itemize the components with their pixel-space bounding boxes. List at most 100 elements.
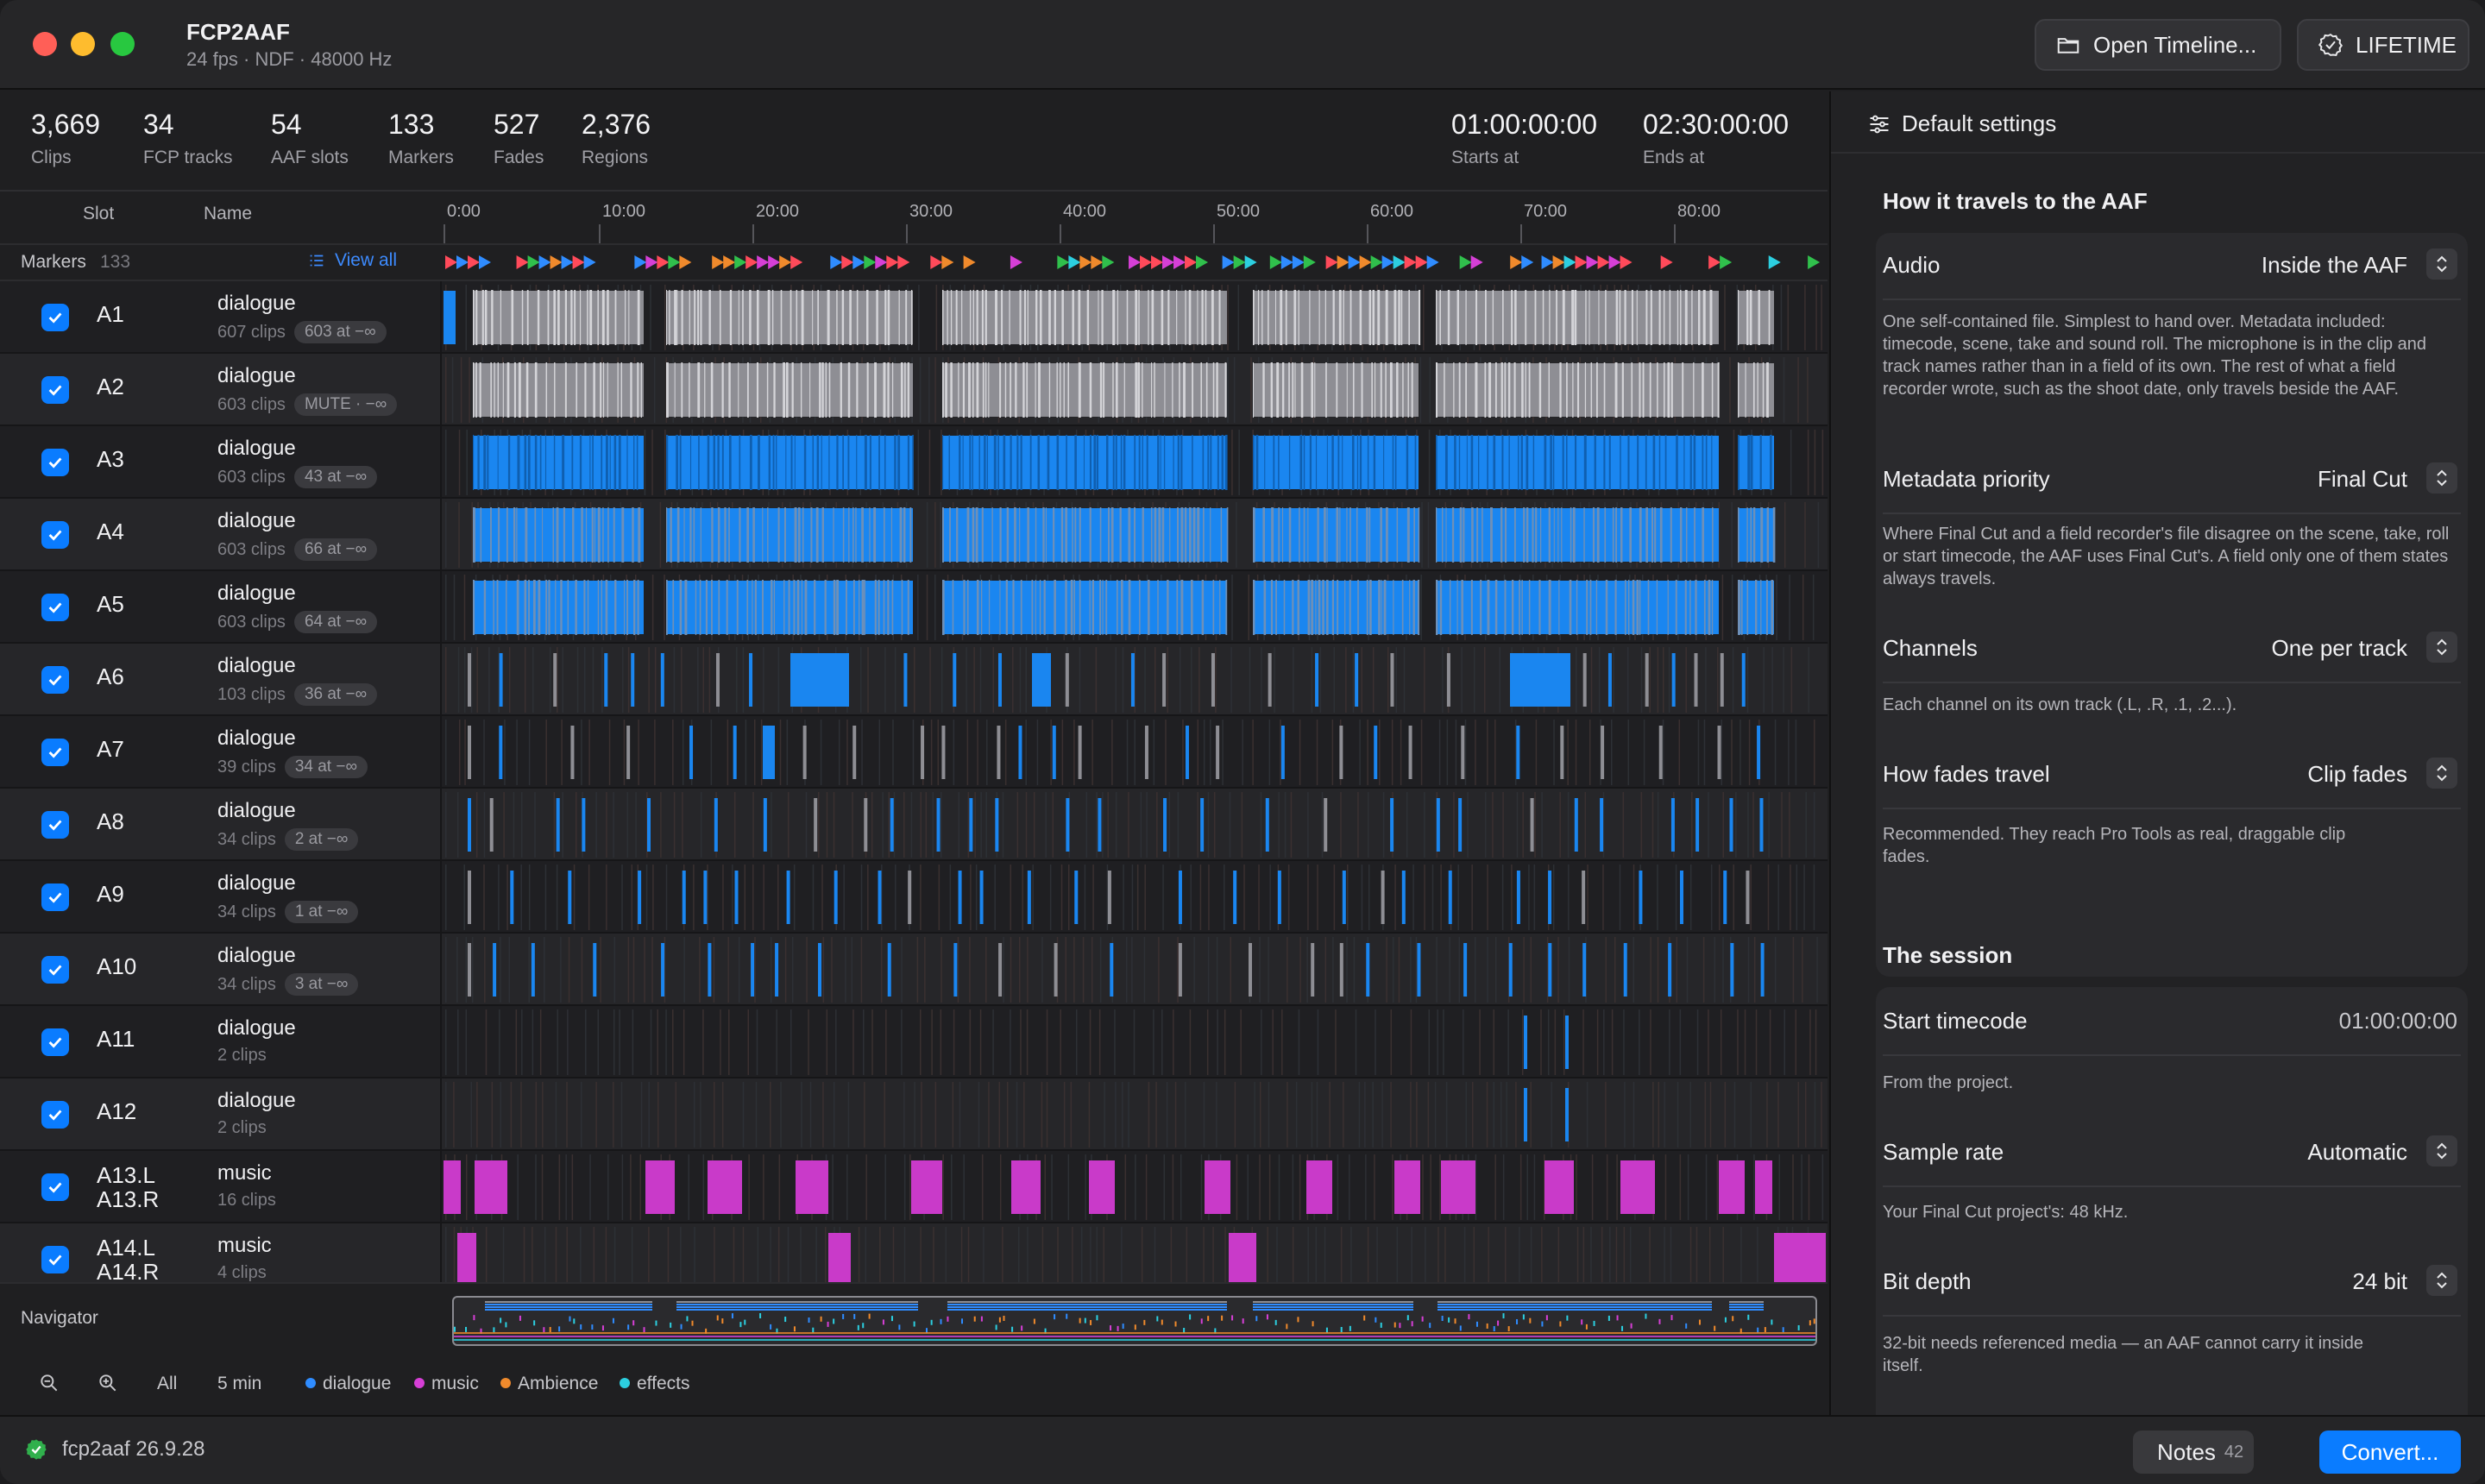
track-lane[interactable] xyxy=(442,644,1828,716)
timeline-marker[interactable] xyxy=(1608,255,1621,269)
audio-clip[interactable] xyxy=(666,508,913,562)
audio-clip[interactable] xyxy=(733,726,737,779)
audio-clip[interactable] xyxy=(1027,871,1031,924)
timeline-marker[interactable] xyxy=(1222,255,1235,269)
audio-clip[interactable] xyxy=(887,943,891,997)
track-enabled-checkbox[interactable] xyxy=(41,304,69,331)
audio-clip[interactable] xyxy=(1205,1160,1230,1214)
audio-clip[interactable] xyxy=(626,726,631,779)
audio-clip[interactable] xyxy=(1178,943,1182,997)
audio-clip[interactable] xyxy=(1163,798,1167,852)
audio-clip[interactable] xyxy=(1185,726,1189,779)
audio-clip[interactable] xyxy=(1074,871,1079,924)
timeline-marker[interactable] xyxy=(1010,255,1022,269)
audio-clip[interactable] xyxy=(1394,1160,1420,1214)
metadata-priority-popup-button[interactable] xyxy=(2426,462,2457,494)
bit-depth-value[interactable]: 24 bit xyxy=(2352,1268,2407,1294)
audio-clip[interactable] xyxy=(969,798,973,852)
audio-clip[interactable] xyxy=(1324,798,1328,852)
timeline-marker[interactable] xyxy=(757,255,770,269)
audio-clip[interactable] xyxy=(1695,798,1700,852)
timeline-marker[interactable] xyxy=(1575,255,1588,269)
audio-clip[interactable] xyxy=(1560,726,1564,779)
audio-clip[interactable] xyxy=(997,653,1002,707)
audio-clip[interactable] xyxy=(802,726,807,779)
track-row[interactable]: A5 dialogue 603 clips 64 at −∞ xyxy=(0,571,1828,644)
audio-clip[interactable] xyxy=(1110,943,1114,997)
timeline-marker[interactable] xyxy=(1393,255,1406,269)
audio-clip[interactable] xyxy=(1582,653,1587,707)
track-lane[interactable] xyxy=(442,1006,1828,1078)
track-row[interactable]: A14.L A14.R music 4 clips xyxy=(0,1223,1828,1282)
timeline-marker[interactable] xyxy=(1381,255,1394,269)
audio-clip[interactable] xyxy=(582,798,586,852)
audio-clip[interactable] xyxy=(1216,726,1220,779)
timeline-marker[interactable] xyxy=(1140,255,1153,269)
audio-clip[interactable] xyxy=(1746,871,1750,924)
track-lane[interactable] xyxy=(442,861,1828,934)
timeline-marker[interactable] xyxy=(779,255,792,269)
sample-rate-value[interactable]: Automatic xyxy=(2307,1139,2407,1165)
track-enabled-checkbox[interactable] xyxy=(41,739,69,766)
track-enabled-checkbox[interactable] xyxy=(41,883,69,911)
audio-clip[interactable] xyxy=(1446,653,1450,707)
track-row[interactable]: A6 dialogue 103 clips 36 at −∞ xyxy=(0,644,1828,716)
audio-clip[interactable] xyxy=(1508,943,1513,997)
audio-clip[interactable] xyxy=(763,726,775,779)
audio-clip[interactable] xyxy=(444,1160,461,1214)
audio-clip[interactable] xyxy=(1524,1016,1527,1069)
audio-clip[interactable] xyxy=(714,798,718,852)
audio-clip[interactable] xyxy=(468,943,471,997)
zoom-5-min-button[interactable]: 5 min xyxy=(217,1374,262,1393)
audio-clip[interactable] xyxy=(796,1160,828,1214)
audio-clip[interactable] xyxy=(1277,871,1281,924)
audio-clip[interactable] xyxy=(936,798,941,852)
timeline-marker[interactable] xyxy=(1102,255,1115,269)
audio-clip[interactable] xyxy=(1408,726,1412,779)
convert-button[interactable]: Convert... xyxy=(2319,1431,2461,1474)
audio-clip[interactable] xyxy=(1738,436,1774,489)
audio-clip[interactable] xyxy=(1011,1160,1041,1214)
timeline-marker[interactable] xyxy=(1269,255,1282,269)
audio-clip[interactable] xyxy=(852,726,857,779)
timeline-marker[interactable] xyxy=(1415,255,1428,269)
audio-clip[interactable] xyxy=(444,291,456,344)
audio-clip[interactable] xyxy=(1211,653,1215,707)
fades-popup-button[interactable] xyxy=(2426,758,2457,789)
audio-clip[interactable] xyxy=(911,1160,942,1214)
audio-clip[interactable] xyxy=(1417,943,1421,997)
track-row[interactable]: A8 dialogue 34 clips 2 at −∞ xyxy=(0,789,1828,861)
audio-clip[interactable] xyxy=(942,581,1227,634)
audio-clip[interactable] xyxy=(790,653,849,707)
audio-clip[interactable] xyxy=(1717,726,1721,779)
audio-clip[interactable] xyxy=(1668,943,1672,997)
timeline-marker[interactable] xyxy=(1057,255,1070,269)
track-lane[interactable] xyxy=(442,354,1828,426)
audio-clip[interactable] xyxy=(475,1160,507,1214)
close-window-button[interactable] xyxy=(33,32,57,56)
timeline-marker[interactable] xyxy=(734,255,747,269)
audio-clip[interactable] xyxy=(1265,798,1269,852)
audio-clip[interactable] xyxy=(510,871,514,924)
audio-clip[interactable] xyxy=(1253,581,1419,634)
audio-clip[interactable] xyxy=(1233,871,1237,924)
audio-clip[interactable] xyxy=(1516,726,1520,779)
track-enabled-checkbox[interactable] xyxy=(41,1028,69,1056)
audio-clip[interactable] xyxy=(1544,1160,1574,1214)
audio-clip[interactable] xyxy=(1436,363,1719,417)
audio-clip[interactable] xyxy=(1670,798,1675,852)
audio-clip[interactable] xyxy=(921,726,925,779)
view-all-markers-button[interactable]: View all xyxy=(307,250,397,271)
audio-clip[interactable] xyxy=(1582,871,1586,924)
timeline-marker[interactable] xyxy=(1079,255,1092,269)
audio-clip[interactable] xyxy=(1458,798,1463,852)
audio-clip[interactable] xyxy=(1601,726,1605,779)
track-enabled-checkbox[interactable] xyxy=(41,449,69,476)
timeline-marker[interactable] xyxy=(1768,255,1781,269)
timeline-marker[interactable] xyxy=(538,255,551,269)
timeline-marker[interactable] xyxy=(527,255,540,269)
timeline-marker[interactable] xyxy=(456,255,469,269)
audio-clip[interactable] xyxy=(647,798,651,852)
audio-clip[interactable] xyxy=(997,726,1001,779)
audio-clip[interactable] xyxy=(1463,943,1468,997)
